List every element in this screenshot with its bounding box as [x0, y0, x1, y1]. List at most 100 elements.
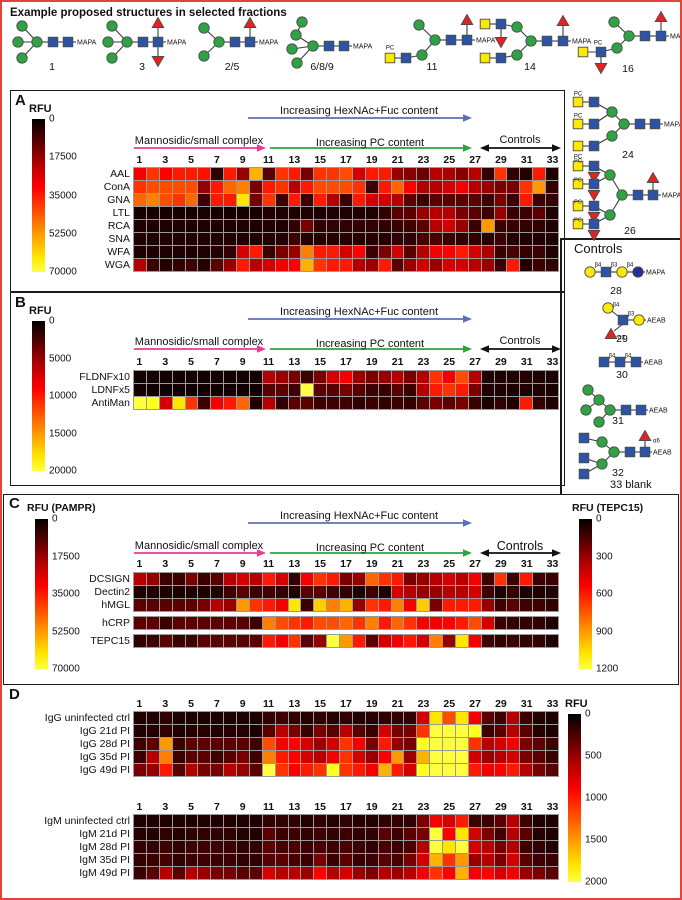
column-label: 19 [365, 558, 378, 570]
heatmap-cell [288, 233, 301, 245]
column-label [378, 558, 391, 570]
heatmap-cell [288, 725, 301, 737]
panel-d-letter: D [9, 686, 20, 703]
heatmap-cell [340, 573, 352, 585]
pc-group-icon [479, 18, 491, 30]
column-label [275, 698, 288, 710]
scale-tick-label: 5000 [49, 353, 72, 364]
heatmap-cell [481, 207, 494, 219]
linkage-label: PC [574, 155, 583, 161]
heatmap-cell [546, 841, 558, 853]
heatmap-cell [391, 712, 404, 724]
heatmap-cell [185, 841, 198, 853]
mannose-icon [596, 436, 608, 448]
heatmap-cell [275, 867, 288, 879]
heatmap-cell [455, 384, 468, 396]
heatmap-cell [507, 573, 520, 585]
heatmap-cell [159, 617, 172, 629]
heatmap-cell [198, 246, 211, 258]
heatmap-cell [275, 371, 288, 383]
mannose-icon [616, 189, 628, 201]
heatmap-cell [520, 397, 533, 409]
heatmap-cell [327, 586, 340, 598]
heatmap-cell [365, 586, 378, 598]
heatmap-cell [494, 397, 507, 409]
heatmap-cell [340, 751, 352, 763]
heatmap-cell [404, 220, 417, 232]
heatmap-cell [314, 841, 327, 853]
heatmap-cell [352, 259, 365, 271]
heatmap-cell [185, 246, 198, 258]
scale-title-c-right: RFU (TEPC15) [572, 502, 644, 514]
heatmap-cell [352, 725, 365, 737]
heatmap-cell [198, 599, 211, 611]
glcnac-icon [655, 30, 667, 42]
heatmap-cell [520, 854, 533, 866]
heatmap-cell [146, 764, 159, 776]
column-label [430, 154, 443, 166]
heatmap-cell [327, 751, 340, 763]
heatmap-cell [546, 181, 558, 193]
column-label [430, 558, 443, 570]
heatmap-cell [468, 867, 481, 879]
column-label [327, 558, 340, 570]
heatmap-cell [249, 635, 262, 647]
heatmap-cell [237, 828, 249, 840]
row-labels-d-igg: IgG uninfected ctrl IgG 21d PI IgG 28d PI I… [26, 712, 130, 777]
heatmap-cell [365, 259, 378, 271]
heatmap-cell [404, 371, 417, 383]
row-label: IgG 49d PI [79, 764, 130, 776]
heatmap-cell [198, 371, 211, 383]
heatmap-cell [468, 854, 481, 866]
fucose-icon [587, 172, 601, 184]
heatmap-cell [404, 828, 417, 840]
heatmap-cell [340, 181, 352, 193]
column-label [172, 801, 185, 813]
heatmap-cell [468, 233, 481, 245]
scale-tick-label: 0 [49, 315, 55, 327]
heatmap-cell [314, 828, 327, 840]
column-label [275, 154, 288, 166]
glcnac-icon [495, 18, 507, 30]
heatmap-cell [468, 725, 481, 737]
heatmap-cell [249, 168, 262, 180]
linkage-label: PC [574, 218, 582, 224]
glcnac-icon [649, 118, 661, 130]
glcnac-icon [62, 36, 74, 48]
heatmap-cell [340, 259, 352, 271]
linkage-label: MAPA [670, 34, 682, 41]
row-label: IgG 21d PI [79, 725, 130, 737]
glcnac-icon [639, 446, 651, 458]
panel-b-box [10, 292, 565, 486]
heatmap-cell [249, 725, 262, 737]
heatmap-cell [533, 194, 546, 206]
heatmap-cell [481, 854, 494, 866]
fucose-icon [556, 14, 570, 26]
heatmap-cell [327, 712, 340, 724]
glcnac-icon [588, 160, 600, 172]
heatmap-cell [378, 815, 391, 827]
column-label [198, 154, 211, 166]
glycan-structure-31: AEAB 31 [580, 384, 668, 428]
scale-tick-label: 52500 [49, 228, 77, 240]
column-label: 29 [495, 356, 507, 368]
heatmap-cell [533, 867, 546, 879]
heatmap-cell [249, 573, 262, 585]
row-label: DCSIGN [89, 573, 130, 585]
figure-title: Example proposed structures in selected … [10, 7, 287, 19]
heatmap-cell [468, 573, 481, 585]
heatmap-cell [546, 194, 558, 206]
column-label: 13 [288, 558, 301, 570]
heatmap-cell [172, 617, 185, 629]
heatmap-cell [533, 828, 546, 840]
heatmap-cell [185, 635, 198, 647]
heatmap-cell [365, 384, 378, 396]
heatmap-cell [468, 207, 481, 219]
heatmap-cell [301, 397, 314, 409]
heatmap-cell [520, 384, 533, 396]
heatmap-cell [404, 586, 417, 598]
heatmap-cell [301, 617, 314, 629]
heatmap-cell [417, 573, 430, 585]
heatmap-cell [494, 384, 507, 396]
heatmap-cell [172, 712, 185, 724]
